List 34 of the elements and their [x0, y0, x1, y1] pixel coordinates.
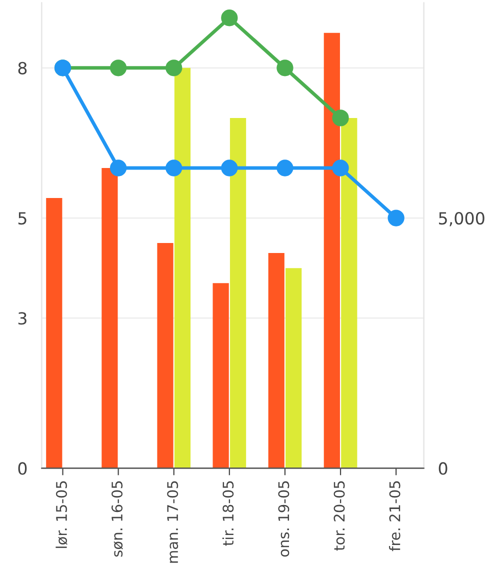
bar [324, 32, 340, 468]
y-tick-label: 5 [18, 212, 26, 225]
y2-tick-label: 0 [438, 462, 448, 475]
bar [212, 283, 229, 468]
point [332, 160, 349, 176]
x-tick-label: tir. 18-05 [222, 481, 234, 546]
point [221, 10, 238, 26]
point [110, 60, 127, 76]
point [276, 160, 294, 176]
point [388, 210, 404, 226]
bar [174, 68, 191, 468]
point [332, 110, 349, 126]
y2-tick-label: 5,000 [439, 212, 484, 226]
y-tick-label: 3 [18, 312, 26, 325]
x-tick-label: tor. 20-05 [334, 481, 345, 551]
bar [46, 198, 62, 468]
y-tick-label: 8 [18, 62, 27, 74]
bar [268, 253, 284, 468]
x-tick-label: ons. 19-05 [278, 481, 290, 557]
bar [102, 168, 118, 468]
y-tick-label: 0 [18, 462, 27, 475]
bar [157, 243, 174, 468]
x-tick-label: fre. 21-05 [389, 481, 400, 552]
bar [286, 268, 302, 468]
point [221, 160, 238, 176]
x-tick-label: søn. 16-05 [112, 481, 124, 557]
point [110, 160, 127, 176]
x-tick-label: man. 17-05 [167, 481, 178, 563]
point [166, 160, 182, 176]
point [166, 60, 182, 76]
bar [341, 118, 358, 468]
bar [230, 118, 246, 468]
x-tick-label: lør. 15-05 [56, 481, 68, 548]
point [276, 60, 294, 76]
